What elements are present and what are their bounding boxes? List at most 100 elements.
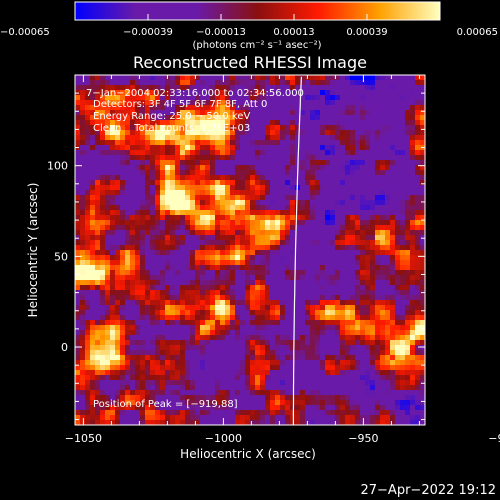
heatmap-cell [325, 190, 331, 196]
heatmap-cell [400, 345, 406, 351]
heatmap-cell [225, 205, 231, 211]
heatmap-cell [290, 195, 296, 201]
heatmap-cell [175, 275, 181, 281]
heatmap-cell [215, 285, 221, 291]
heatmap-cell [390, 280, 396, 286]
heatmap-cell [410, 270, 416, 276]
heatmap-cell [385, 125, 391, 131]
heatmap-cell [230, 160, 236, 166]
heatmap-cell [265, 170, 271, 176]
heatmap-cell [110, 395, 116, 401]
heatmap-cell [90, 100, 96, 106]
heatmap-cell [230, 245, 236, 251]
heatmap-cell [215, 75, 221, 81]
heatmap-cell [360, 255, 366, 261]
heatmap-cell [165, 375, 171, 381]
heatmap-cell [290, 155, 296, 161]
heatmap-cell [345, 110, 351, 116]
heatmap-cell [260, 90, 266, 96]
heatmap-cell [345, 165, 351, 171]
heatmap-cell [175, 340, 181, 346]
heatmap-cell [170, 370, 176, 376]
heatmap-cell [345, 275, 351, 281]
heatmap-cell [370, 225, 376, 231]
heatmap-cell [165, 345, 171, 351]
heatmap-cell [110, 125, 116, 131]
heatmap-cell [235, 145, 241, 151]
heatmap-cell [355, 285, 361, 291]
heatmap-cell [150, 110, 156, 116]
heatmap-cell [95, 155, 101, 161]
heatmap-cell [285, 265, 291, 271]
heatmap-cell [385, 290, 391, 296]
heatmap-cell [230, 80, 236, 86]
heatmap-cell [145, 195, 151, 201]
heatmap-cell [160, 170, 166, 176]
heatmap-cell [95, 115, 101, 121]
heatmap-cell [195, 380, 201, 386]
heatmap-cell [220, 210, 226, 216]
heatmap-cell [185, 135, 191, 141]
heatmap-cell [310, 145, 316, 151]
heatmap-cell [105, 350, 111, 356]
heatmap-cell [255, 260, 261, 266]
heatmap-cell [100, 110, 106, 116]
heatmap-cell [215, 135, 221, 141]
heatmap-cell [210, 90, 216, 96]
heatmap-cell [335, 130, 341, 136]
heatmap-cell [95, 355, 101, 361]
heatmap-cell [270, 330, 276, 336]
heatmap-cell [105, 125, 111, 131]
heatmap-cell [215, 170, 221, 176]
heatmap-cell [355, 245, 361, 251]
heatmap-cell [225, 110, 231, 116]
heatmap-cell [330, 410, 336, 416]
heatmap-cell [150, 410, 156, 416]
heatmap-cell [160, 285, 166, 291]
heatmap-cell [275, 365, 281, 371]
heatmap-cell [110, 135, 116, 141]
heatmap-cell [75, 120, 81, 126]
heatmap-cell [305, 410, 311, 416]
heatmap-cell [195, 410, 201, 416]
heatmap-cell [165, 300, 171, 306]
heatmap-cell [190, 215, 196, 221]
heatmap-cell [360, 410, 366, 416]
heatmap-cell [255, 390, 261, 396]
heatmap-cell [355, 260, 361, 266]
heatmap-cell [265, 235, 271, 241]
heatmap-cell [410, 105, 416, 111]
heatmap-cell [285, 120, 291, 126]
heatmap-cell [260, 385, 266, 391]
heatmap-cell [190, 240, 196, 246]
heatmap-cell [150, 95, 156, 101]
heatmap-cell [180, 150, 186, 156]
heatmap-cell [415, 100, 421, 106]
heatmap-cell [285, 250, 291, 256]
heatmap-cell [225, 105, 231, 111]
heatmap-cell [195, 145, 201, 151]
heatmap-cell [100, 315, 106, 321]
heatmap-cell [325, 245, 331, 251]
heatmap-cell [370, 310, 376, 316]
heatmap-cell [195, 355, 201, 361]
heatmap-cell [155, 385, 161, 391]
heatmap-cell [190, 380, 196, 386]
heatmap-cell [355, 130, 361, 136]
heatmap-cell [230, 190, 236, 196]
heatmap-cell [175, 210, 181, 216]
heatmap-cell [195, 140, 201, 146]
heatmap-cell [90, 360, 96, 366]
heatmap-cell [230, 415, 236, 421]
heatmap-cell [165, 295, 171, 301]
heatmap-cell [105, 135, 111, 141]
heatmap-cell [265, 140, 271, 146]
heatmap-cell [130, 285, 136, 291]
heatmap-cell [160, 420, 166, 425]
heatmap-cell [350, 390, 356, 396]
heatmap-cell [160, 120, 166, 126]
heatmap-cell [225, 390, 231, 396]
heatmap-cell [185, 390, 191, 396]
heatmap-cell [295, 410, 301, 416]
heatmap-cell [280, 75, 286, 81]
